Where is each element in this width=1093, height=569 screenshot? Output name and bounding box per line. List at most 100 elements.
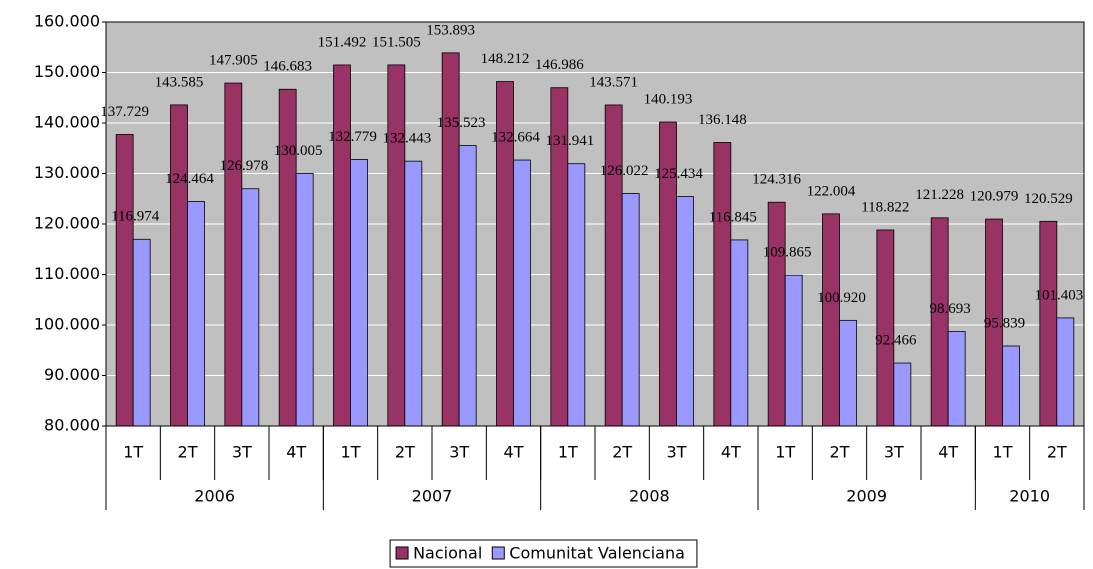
legend-box [389, 539, 698, 568]
x-group-label: 2007 [412, 487, 453, 506]
value-label: 153.893 [426, 22, 475, 38]
value-label: 124.316 [752, 172, 801, 188]
x-tick-label: 2T [830, 443, 850, 462]
value-label: 120.979 [970, 188, 1019, 204]
bar [350, 159, 368, 427]
value-label: 118.822 [861, 199, 909, 215]
x-group-label: 2009 [846, 487, 887, 506]
value-label: 92.466 [875, 332, 917, 348]
bar [822, 213, 840, 427]
value-label: 136.148 [698, 112, 747, 128]
bar [784, 274, 803, 427]
legend-swatch [491, 546, 505, 560]
x-tick-label: 4T [286, 443, 306, 462]
bar [893, 362, 912, 427]
value-label: 143.571 [589, 74, 638, 90]
bar [676, 196, 694, 427]
value-label: 146.986 [535, 57, 584, 73]
value-label: 124.464 [165, 171, 214, 187]
value-label: 130.005 [274, 143, 323, 159]
x-tick-label: 3T [884, 443, 904, 462]
x-group-label: 2010 [1009, 487, 1050, 506]
bar [1039, 220, 1058, 427]
x-tick-label: 2T [178, 443, 198, 462]
legend-label: Comunitat Valenciana [509, 544, 685, 563]
value-label: 143.585 [155, 74, 204, 90]
x-tick-label: 1T [775, 443, 795, 462]
x-tick-label: 1T [123, 443, 143, 462]
bar [333, 64, 351, 427]
bar [458, 145, 477, 427]
bar [567, 163, 586, 427]
legend-swatch [395, 546, 409, 560]
y-tick-label: 130.000 [34, 163, 100, 182]
value-label: 122.004 [807, 183, 856, 199]
value-label: 120.529 [1024, 191, 1073, 207]
x-tick-label: 3T [449, 443, 469, 462]
bar [170, 104, 188, 427]
bar [839, 319, 857, 427]
bar [387, 64, 406, 427]
y-tick-label: 150.000 [34, 62, 100, 81]
bar [1056, 317, 1075, 427]
x-tick-label: 2T [1047, 443, 1067, 462]
plot-border [105, 21, 1085, 427]
y-tick-label: 100.000 [34, 315, 100, 334]
bar [441, 52, 460, 427]
bar [947, 331, 966, 427]
bar [404, 160, 423, 427]
value-label: 147.905 [209, 53, 258, 69]
bar [713, 142, 732, 427]
y-tick-label: 140.000 [34, 113, 100, 132]
bar [132, 238, 151, 427]
bar [224, 82, 243, 427]
y-tick-label: 110.000 [34, 264, 100, 283]
x-tick-label: 2T [395, 443, 415, 462]
bar [604, 104, 623, 427]
value-label: 100.920 [817, 290, 866, 306]
bar [513, 159, 531, 427]
x-tick-label: 4T [938, 443, 958, 462]
bar [278, 88, 297, 427]
y-tick-label: 160.000 [34, 12, 100, 31]
x-tick-label: 3T [232, 443, 252, 462]
x-tick-label: 1T [993, 443, 1013, 462]
value-label: 137.729 [100, 104, 149, 120]
bar [115, 134, 134, 427]
x-tick-label: 4T [721, 443, 741, 462]
bar [621, 193, 640, 427]
bar [767, 201, 786, 427]
value-label: 131.941 [545, 133, 594, 149]
value-label: 95.839 [984, 315, 1025, 331]
x-tick-label: 1T [341, 443, 361, 462]
value-label: 132.443 [382, 131, 431, 147]
value-label: 151.505 [372, 34, 421, 50]
value-label: 121.228 [915, 187, 964, 203]
bar [241, 188, 260, 427]
value-label: 125.434 [654, 166, 703, 182]
value-label: 126.978 [219, 158, 268, 174]
y-tick-label: 80.000 [44, 416, 100, 435]
x-tick-label: 3T [667, 443, 687, 462]
bar [295, 173, 314, 427]
value-label: 140.193 [644, 91, 693, 107]
value-label: 109.865 [763, 245, 812, 261]
value-label: 132.779 [328, 129, 377, 145]
value-label: 148.212 [481, 51, 530, 67]
x-tick-label: 1T [558, 443, 578, 462]
bar [187, 201, 205, 427]
bar [1002, 345, 1020, 427]
x-tick-label: 2T [612, 443, 632, 462]
value-label: 126.022 [600, 163, 649, 179]
x-group-label: 2008 [629, 487, 670, 506]
y-tick-label: 120.000 [34, 214, 100, 233]
y-tick-label: 90.000 [44, 365, 100, 384]
bar [730, 239, 749, 427]
legend-label: Nacional [413, 544, 482, 563]
legend: Nacional Comunitat Valenciana [389, 539, 698, 568]
bar [876, 229, 895, 427]
value-label: 151.492 [318, 34, 367, 50]
value-label: 98.693 [930, 301, 971, 317]
bar [930, 217, 949, 427]
